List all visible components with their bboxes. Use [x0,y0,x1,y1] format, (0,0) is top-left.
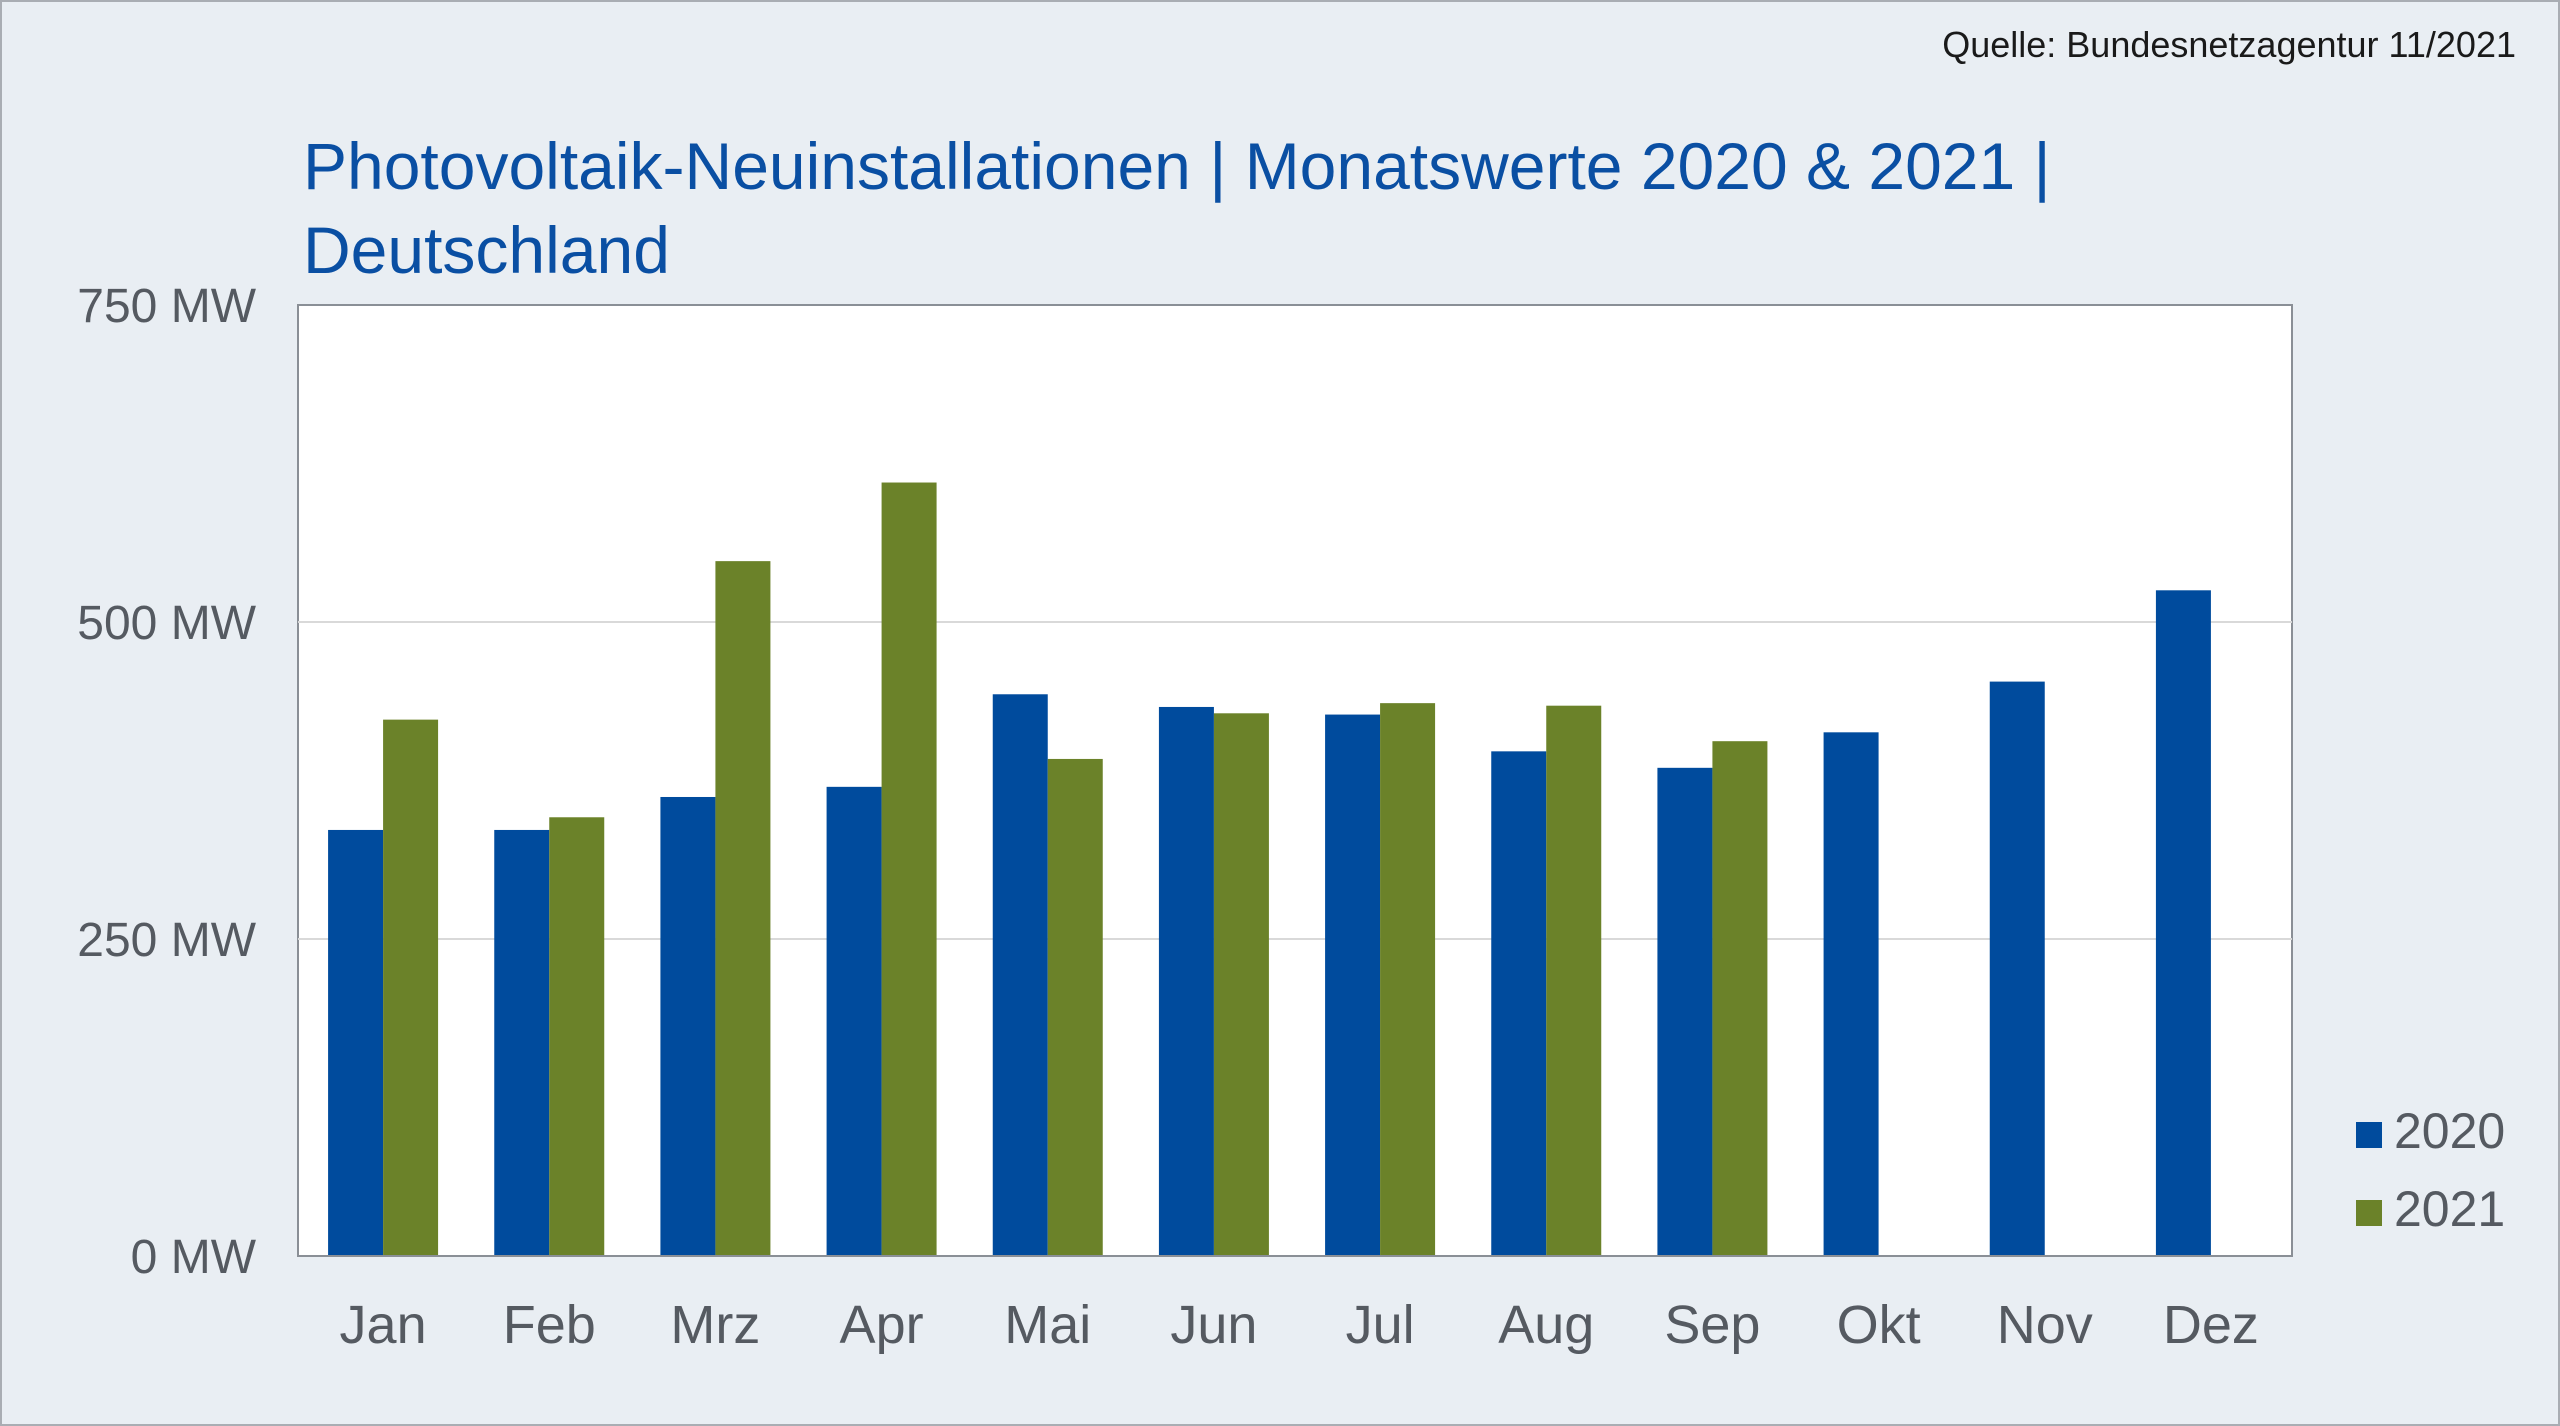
legend-swatch-2021 [2356,1200,2382,1226]
chart-title-line-2: Deutschland [303,213,670,287]
bar-2021-Jan [383,719,439,1256]
bar-2020-Feb [494,829,550,1256]
legend-label: 2020 [2394,1103,2505,1159]
x-tick-label: Mai [1004,1295,1091,1355]
y-tick-label: 250 MW [77,914,256,967]
bar-2020-Nov [1989,681,2045,1256]
bar-2020-Sep [1657,767,1713,1256]
x-tick-label: Aug [1498,1295,1594,1355]
x-axis: Jan Feb Mrz Apr Mai Jun Jul Aug Sep Okt Nov Dez [298,1255,2292,1355]
chart-title: Photovoltaik-Neuinstallationen | Monatsw… [303,124,2303,292]
y-tick-label: 500 MW [77,597,256,650]
bar-2020-Jan [328,829,384,1256]
y-tick-label: 750 MW [77,280,256,333]
x-tick-label: Apr [840,1295,924,1355]
bar-2020-Apr [826,786,882,1256]
legend: 2020 2021 [2356,1103,2505,1237]
bar-2021-Sep [1712,741,1768,1256]
x-tick-label: Sep [1664,1295,1760,1355]
gridlines [298,621,2292,940]
bar-2021-Aug [1546,705,1602,1256]
bar-2020-Okt [1823,732,1879,1256]
bar-2020-Mai [992,694,1048,1256]
bar-2020-Jun [1158,706,1214,1256]
x-tick-label: Jan [340,1295,427,1355]
bar-2020-Mrz [660,796,716,1256]
x-tick-label: Feb [503,1295,596,1355]
legend-label: 2021 [2394,1181,2505,1237]
chart-title-line-1: Photovoltaik-Neuinstallationen | Monatsw… [303,129,2051,203]
bar-2021-Mai [1047,758,1103,1256]
bars [328,482,2211,1256]
source-note: Quelle: Bundesnetzagentur 11/2021 [1942,24,2516,65]
y-axis: 0 MW 250 MW 500 MW 750 MW [77,280,256,1284]
x-tick-label: Nov [1997,1295,2093,1355]
bar-2020-Dez [2155,590,2211,1256]
bar-2021-Feb [549,817,605,1256]
bar-2020-Jul [1325,714,1381,1256]
x-tick-label: Dez [2163,1295,2259,1355]
bar-2021-Apr [881,482,937,1256]
bar-2021-Mrz [715,561,771,1256]
plot-area [297,304,2293,1257]
x-tick-label: Okt [1837,1295,1921,1355]
x-tick-label: Jun [1170,1295,1257,1355]
x-tick-label: Jul [1346,1295,1415,1355]
y-tick-label: 0 MW [131,1231,257,1284]
x-tick-label: Mrz [670,1295,760,1355]
bar-2021-Jun [1213,713,1269,1256]
legend-swatch-2020 [2356,1122,2382,1148]
bar-2021-Jul [1380,703,1436,1256]
bar-2020-Aug [1491,751,1547,1256]
